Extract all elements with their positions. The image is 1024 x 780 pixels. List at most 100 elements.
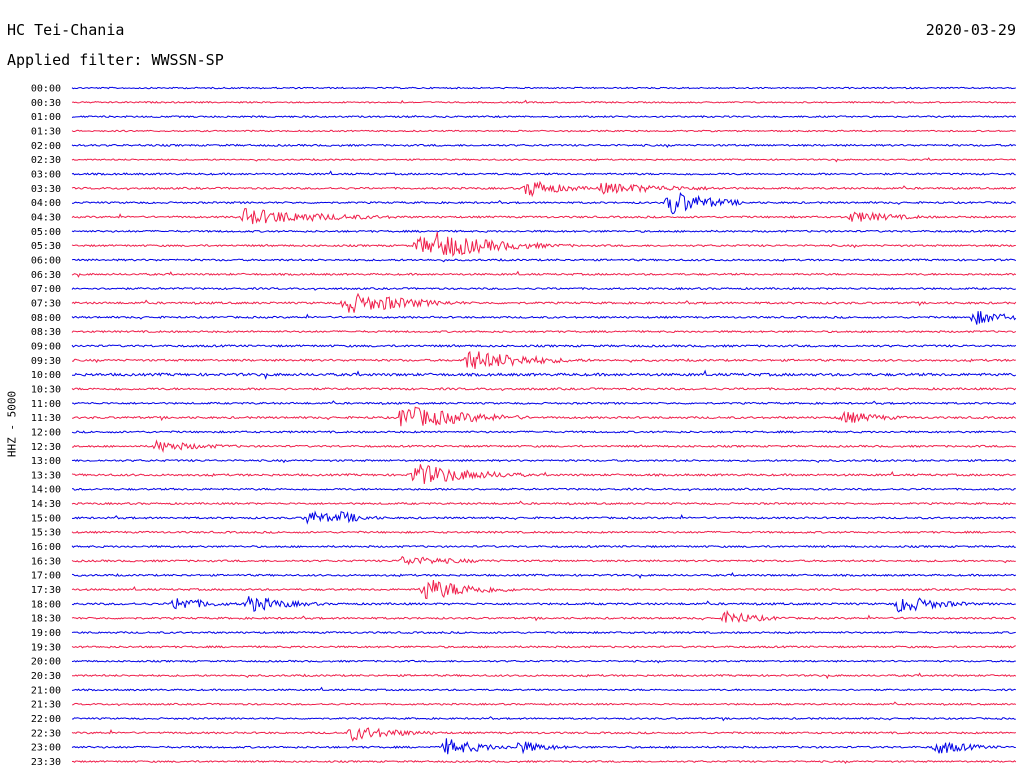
row-label-0730: 07:30 (31, 298, 61, 309)
trace-0530 (71, 231, 1016, 257)
row-label-2100: 21:00 (31, 685, 61, 696)
row-label-1730: 17:30 (31, 585, 61, 596)
trace-2200 (72, 716, 1016, 722)
trace-1330 (71, 464, 1016, 484)
row-label-1000: 10:00 (31, 370, 61, 381)
trace-0300 (71, 170, 1016, 176)
row-label-1800: 18:00 (31, 599, 61, 610)
trace-1430 (71, 500, 1016, 506)
filter-label: Applied filter: WWSSN-SP (7, 51, 224, 69)
row-label-2030: 20:30 (31, 671, 61, 682)
trace-1030 (71, 387, 1017, 392)
row-label-1600: 16:00 (31, 542, 61, 553)
row-label-0700: 07:00 (31, 284, 61, 295)
trace-0930 (71, 350, 1016, 369)
row-label-2000: 20:00 (31, 657, 61, 668)
trace-1000 (72, 369, 1017, 380)
row-label-0300: 03:00 (31, 169, 61, 180)
trace-0800 (71, 311, 1017, 325)
row-label-0400: 04:00 (31, 198, 61, 209)
row-label-1030: 10:30 (31, 384, 61, 395)
trace-2030 (72, 672, 1017, 680)
row-label-1330: 13:30 (31, 470, 61, 481)
trace-0030 (71, 99, 1016, 104)
row-label-1900: 19:00 (31, 628, 61, 639)
trace-0430 (71, 207, 1017, 225)
row-label-0500: 05:00 (31, 227, 61, 238)
row-label-1500: 15:00 (31, 513, 61, 524)
row-label-1430: 14:30 (31, 499, 61, 510)
trace-2230 (71, 727, 1016, 742)
station-title: HC Tei-Chania (7, 21, 125, 39)
trace-0400 (71, 192, 1017, 215)
row-label-0000: 00:00 (31, 84, 61, 95)
row-label-0530: 05:30 (31, 241, 61, 252)
row-label-2300: 23:00 (31, 743, 61, 754)
row-label-0630: 06:30 (31, 270, 61, 281)
row-label-0030: 00:30 (31, 98, 61, 109)
trace-2100 (71, 686, 1016, 692)
trace-group (71, 86, 1017, 764)
trace-0200 (71, 143, 1017, 149)
trace-2300 (71, 738, 1016, 755)
trace-1200 (71, 430, 1017, 434)
row-label-0600: 06:00 (31, 255, 61, 266)
trace-0130 (71, 129, 1016, 133)
trace-1800 (71, 596, 1016, 613)
trace-0630 (71, 270, 1017, 278)
row-label-group: 00:00 00:30 01:00 01:30 02:00 02:30 03:00 03:30… (31, 84, 61, 769)
trace-1400 (71, 487, 1016, 492)
row-label-1630: 16:30 (31, 556, 61, 567)
trace-2000 (71, 659, 1016, 664)
row-label-0930: 09:30 (31, 356, 61, 367)
trace-1100 (72, 400, 1017, 406)
row-label-1200: 12:00 (31, 427, 61, 438)
trace-2330 (71, 759, 1017, 764)
row-label-0330: 03:30 (31, 184, 61, 195)
trace-0900 (71, 344, 1017, 348)
trace-1730 (71, 580, 1017, 600)
row-label-1830: 18:30 (31, 614, 61, 625)
row-label-0830: 08:30 (31, 327, 61, 338)
trace-1130 (71, 406, 1017, 427)
row-label-2230: 22:30 (31, 728, 61, 739)
row-label-0800: 08:00 (31, 313, 61, 324)
row-label-1930: 19:30 (31, 642, 61, 653)
row-label-1100: 11:00 (31, 399, 61, 410)
row-label-0100: 01:00 (31, 112, 61, 123)
trace-1930 (71, 645, 1016, 649)
trace-1300 (71, 458, 1017, 464)
trace-0600 (71, 258, 1017, 263)
row-label-2130: 21:30 (31, 700, 61, 711)
trace-2130 (71, 701, 1017, 707)
trace-1600 (71, 544, 1016, 549)
row-label-1530: 15:30 (31, 528, 61, 539)
trace-1230 (72, 439, 1016, 453)
trace-1630 (71, 555, 1016, 566)
trace-0330 (71, 180, 1016, 198)
row-label-2200: 22:00 (31, 714, 61, 725)
trace-0700 (71, 286, 1016, 291)
row-label-0230: 02:30 (31, 155, 61, 166)
trace-1530 (71, 530, 1016, 534)
row-label-1300: 13:00 (31, 456, 61, 467)
row-label-2330: 23:30 (31, 757, 61, 768)
row-label-1400: 14:00 (31, 485, 61, 496)
trace-1500 (71, 510, 1016, 525)
trace-1700 (71, 572, 1017, 579)
record-date: 2020-03-29 (925, 21, 1016, 39)
row-label-1130: 11:30 (31, 413, 61, 424)
row-label-1700: 17:00 (31, 571, 61, 582)
row-label-0430: 04:30 (31, 212, 61, 223)
trace-0730 (71, 292, 1017, 313)
trace-0830 (71, 329, 1017, 334)
trace-0000 (71, 86, 1016, 90)
row-label-0900: 09:00 (31, 341, 61, 352)
row-label-1230: 12:30 (31, 442, 61, 453)
trace-0100 (71, 114, 1017, 119)
row-label-0200: 02:00 (31, 141, 61, 152)
trace-1830 (71, 609, 1016, 624)
trace-0230 (71, 157, 1017, 163)
trace-0500 (71, 229, 1017, 234)
